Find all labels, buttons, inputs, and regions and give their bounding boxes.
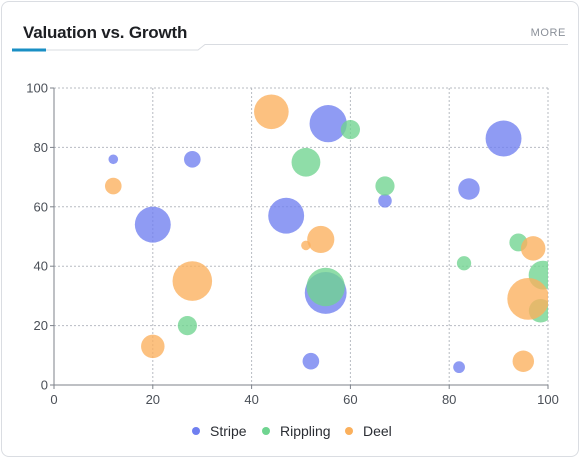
bubble-stripe[interactable] xyxy=(378,194,392,208)
x-tick-label: 60 xyxy=(343,392,357,407)
bubble-deel[interactable] xyxy=(520,236,546,261)
title-divider xyxy=(12,44,568,51)
y-tick-label: 0 xyxy=(41,378,48,393)
y-tick-label: 20 xyxy=(34,318,48,333)
bubble-rippling[interactable] xyxy=(306,267,345,307)
legend-label-stripe: Stripe xyxy=(210,423,247,439)
bubble-deel[interactable] xyxy=(104,177,122,195)
bubble-deel[interactable] xyxy=(141,334,165,359)
bubble-deel[interactable] xyxy=(507,277,549,320)
more-link[interactable]: MORE xyxy=(530,27,566,39)
bubble-stripe[interactable] xyxy=(453,361,465,374)
bubble-stripe[interactable] xyxy=(268,197,305,234)
x-tick-label: 100 xyxy=(537,392,559,407)
bubble-rippling[interactable] xyxy=(340,119,360,140)
y-tick-label: 60 xyxy=(34,199,48,214)
bubble-rippling[interactable] xyxy=(291,147,321,177)
bubble-stripe[interactable] xyxy=(134,206,171,243)
bubble-deel[interactable] xyxy=(172,261,213,301)
bubble-stripe[interactable] xyxy=(485,120,522,157)
legend-marker-stripe xyxy=(192,427,200,435)
bubble-deel[interactable] xyxy=(301,240,311,251)
x-tick-label: 0 xyxy=(50,392,57,407)
y-tick-label: 40 xyxy=(34,259,48,274)
y-tick-label: 80 xyxy=(34,140,48,155)
x-tick-label: 20 xyxy=(146,392,160,407)
bubble-rippling[interactable] xyxy=(375,176,395,196)
card-title: Valuation vs. Growth xyxy=(23,23,188,42)
bubble-deel[interactable] xyxy=(512,350,535,372)
legend-label-rippling: Rippling xyxy=(280,423,331,439)
x-tick-label: 40 xyxy=(244,392,258,407)
legend-label-deel: Deel xyxy=(363,423,392,439)
legend-marker-deel xyxy=(345,427,353,435)
bubble-deel[interactable] xyxy=(307,225,335,254)
bubble-stripe[interactable] xyxy=(309,105,347,143)
bubble-rippling[interactable] xyxy=(456,256,472,271)
bubble-stripe[interactable] xyxy=(184,150,201,168)
bubble-deel[interactable] xyxy=(254,94,289,130)
bubble-stripe[interactable] xyxy=(108,154,119,165)
bubble-stripe[interactable] xyxy=(458,178,480,200)
bubble-layer xyxy=(104,94,549,374)
x-tick-label: 80 xyxy=(442,392,456,407)
bubble-stripe[interactable] xyxy=(302,352,320,370)
y-tick-label: 100 xyxy=(26,81,48,96)
legend-marker-rippling xyxy=(262,427,270,435)
title-accent-bar xyxy=(12,48,46,52)
bubble-rippling[interactable] xyxy=(177,316,197,336)
